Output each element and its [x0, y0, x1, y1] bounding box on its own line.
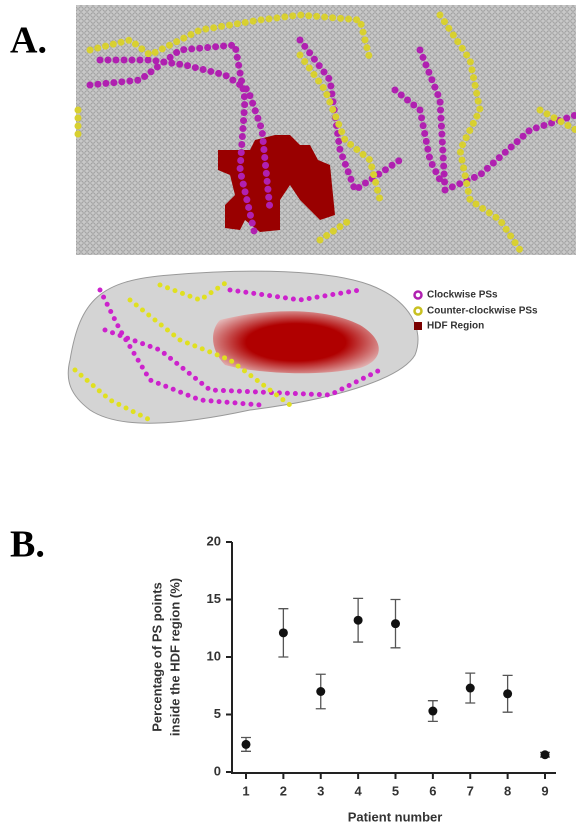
x-tick-label: 3 — [317, 783, 324, 798]
panel-label: B. — [10, 524, 45, 566]
data-point — [465, 683, 475, 693]
x-tick-label: 6 — [429, 783, 436, 798]
y-axis-label: inside the HDF region (%) — [167, 578, 182, 736]
x-tick-label: 5 — [392, 783, 399, 798]
x-tick-label: 7 — [467, 783, 474, 798]
data-point — [241, 739, 251, 749]
x-tick-label: 9 — [541, 783, 548, 798]
y-tick-label: 15 — [207, 591, 221, 606]
data-point — [428, 706, 438, 716]
y-tick-label: 0 — [214, 763, 221, 778]
panel-label: A. — [10, 20, 47, 62]
y-axis-label: Percentage of PS points — [149, 582, 164, 732]
y-tick-label: 10 — [207, 648, 221, 663]
data-point — [316, 687, 326, 696]
data-point — [391, 619, 400, 629]
legend-swatch — [414, 322, 422, 330]
x-tick-label: 4 — [355, 783, 363, 798]
legend-label: Counter-clockwise PSs — [427, 306, 538, 317]
x-tick-label: 2 — [280, 783, 287, 798]
atrium-surface — [67, 270, 419, 424]
y-tick-label: 5 — [214, 706, 221, 721]
legend-swatch — [413, 290, 423, 300]
y-tick-label: 20 — [207, 533, 221, 548]
x-tick-label: 8 — [504, 783, 511, 798]
x-tick-label: 1 — [242, 783, 249, 798]
x-axis-label: Patient number — [348, 809, 443, 824]
data-point — [503, 689, 513, 699]
legend: Clockwise PSs Counter-clockwise PSs HDF … — [413, 290, 538, 332]
ps-map — [74, 5, 576, 255]
data-point — [353, 615, 363, 625]
legend-label: HDF Region — [427, 321, 484, 332]
chart: Patient number Percentage of PS points i… — [149, 533, 556, 824]
legend-label: Clockwise PSs — [427, 290, 498, 301]
legend-swatch — [413, 306, 423, 316]
data-point — [278, 628, 288, 638]
data-point — [540, 750, 550, 760]
